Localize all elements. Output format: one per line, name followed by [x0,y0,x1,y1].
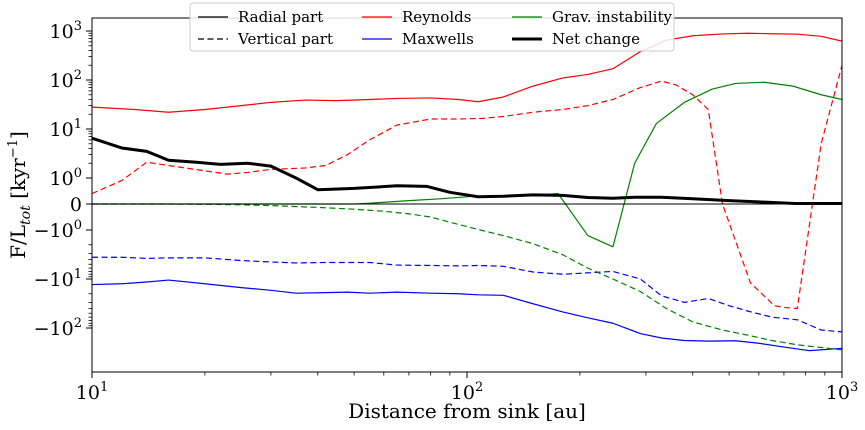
y-axis-title-sub: tot [18,205,34,225]
legend-label: Vertical part [237,30,333,48]
x-axis-ticks: 101 102 103 [76,372,858,404]
series-line-maxwells-radial [92,279,842,352]
legend-label: Maxwells [402,30,474,48]
series-line-reynolds-vertical [92,65,842,310]
series-line-maxwells-vertical [92,256,842,333]
series-line-reynolds-radial [92,32,842,113]
legend: Radial part Vertical part Reynolds Maxwells… [189,2,675,52]
y-axis-title-bracket-open: [kyr [6,158,30,206]
y-axis-title-sup: −1 [6,139,21,158]
series-layer [92,32,842,352]
y-tick-label: 102 [50,68,82,92]
x-tick-label: 101 [76,380,108,404]
y-axis-title: F/Ltot [kyr−1] [6,131,34,259]
y-tick-label: 103 [50,19,82,43]
x-tick-label: 102 [451,380,483,404]
x-tick-label: 103 [826,380,858,404]
y-tick-label: 100 [50,166,82,190]
y-tick-label: 0 [70,194,82,216]
y-tick-label: −102 [34,316,82,340]
series-line-grav-instability-vertical [92,203,842,351]
y-axis-ticks: 103 102 101 100 0−100 −101 −102 [34,19,92,340]
y-axis-title-main: F/L [6,225,30,259]
series-line-net-change [92,136,842,205]
legend-label: Net change [552,30,640,48]
legend-label: Reynolds [402,8,471,26]
y-tick-label: −101 [34,267,82,291]
legend-label: Radial part [238,8,323,26]
y-tick-label: 101 [50,117,82,141]
series-line-grav-instability-radial [92,81,842,248]
y-axis-title-bracket-close: ] [6,131,30,139]
legend-box [189,2,675,52]
y-tick-label: −100 [34,218,82,242]
x-axis-title: Distance from sink [au] [348,399,586,423]
legend-label: Grav. instability [552,8,672,26]
